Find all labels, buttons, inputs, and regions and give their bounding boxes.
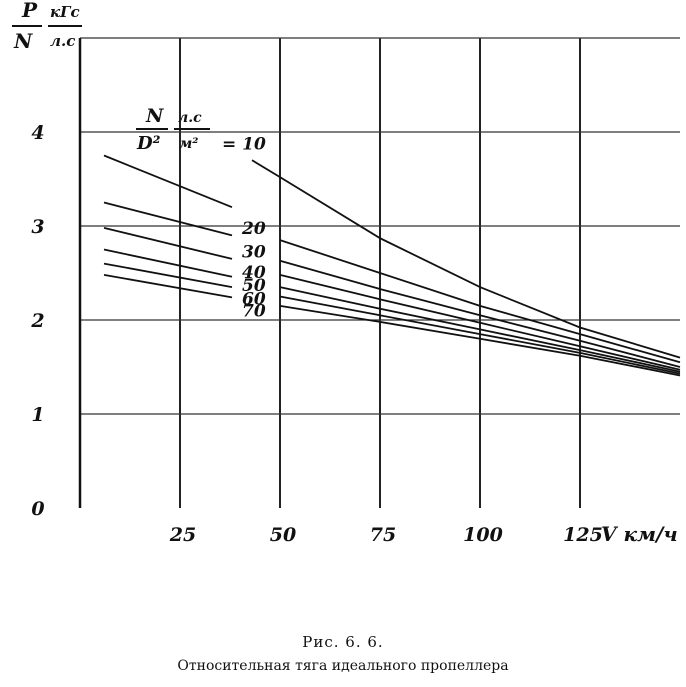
series-line-8 (279, 286, 681, 373)
y-tick-label: 0 (31, 498, 44, 520)
series-line-2 (279, 239, 681, 364)
curve-label: = 10 (222, 134, 266, 154)
y-tick-label: 2 (30, 310, 44, 332)
y-label-den: N (13, 29, 33, 53)
y-tick-label: 3 (31, 216, 44, 238)
series-line-11 (103, 274, 233, 299)
param-den: D² (136, 133, 161, 154)
x-tick-label: 50 (270, 524, 296, 546)
x-tick-label: 125 (563, 524, 603, 546)
series-line-7 (103, 248, 233, 278)
x-tick-label: 25 (169, 524, 196, 546)
figure-number: Рис. 6. 6. (302, 633, 384, 651)
param-unit-num: л.с (178, 110, 202, 126)
series-line-0 (251, 159, 681, 359)
y-unit-num: кГс (50, 3, 80, 21)
curve-label: 40 (242, 263, 266, 283)
series-lines (103, 154, 681, 377)
y-axis-title: P N кГс л.с (12, 0, 82, 53)
series-line-6 (279, 274, 681, 371)
y-unit-den: л.с (50, 32, 75, 50)
series-line-12 (279, 305, 681, 377)
y-label-num: P (21, 0, 38, 22)
x-axis-title: V км/ч (601, 522, 678, 546)
figure-caption: Относительная тяга идеального пропеллера (177, 658, 509, 674)
curve-label: 50 (242, 276, 266, 296)
x-tick-label: 100 (463, 524, 503, 546)
y-tick-label: 1 (31, 404, 44, 426)
x-tick-label: 75 (370, 524, 396, 546)
series-line-4 (279, 259, 681, 368)
y-tick-label: 4 (31, 122, 44, 144)
curve-label: 70 (242, 302, 266, 322)
curve-label: 60 (242, 289, 266, 309)
curve-label: 20 (241, 219, 266, 239)
param-num: N (145, 105, 164, 127)
grid (80, 37, 680, 508)
param-unit-den: м² (179, 136, 198, 152)
series-line-10 (279, 295, 681, 375)
series-line-5 (103, 227, 233, 260)
parameter-label: N D² л.с м² (136, 105, 210, 154)
curve-label: 30 (242, 242, 266, 262)
series-line-9 (103, 262, 233, 288)
series-line-1 (103, 154, 233, 209)
tick-labels: 0 1 2 3 4 25 50 75 100 125 (30, 122, 602, 546)
series-line-3 (103, 201, 233, 237)
